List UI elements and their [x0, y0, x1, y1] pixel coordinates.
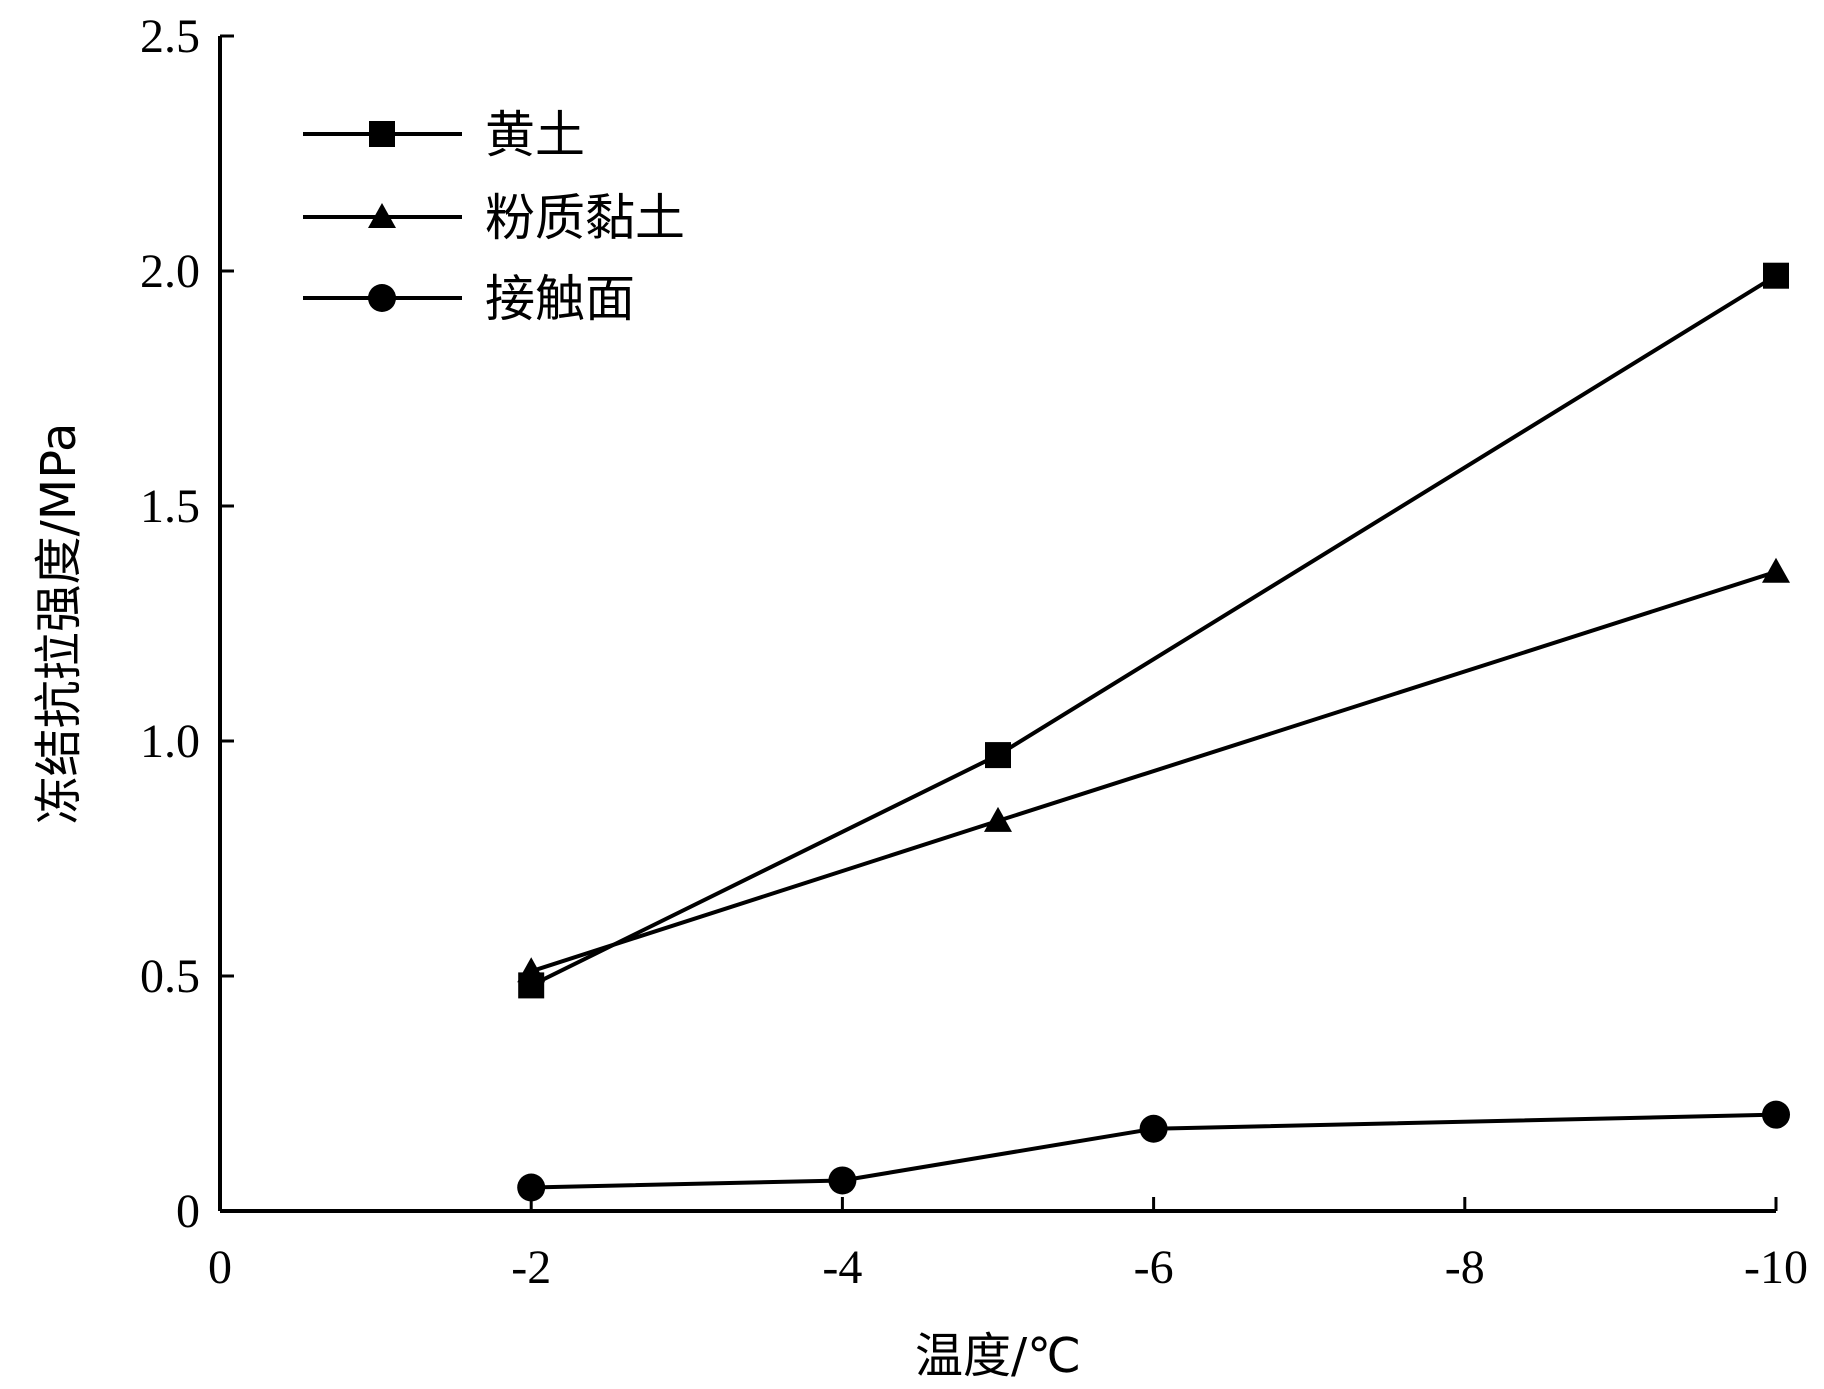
data-point-triangle [1762, 557, 1790, 583]
legend-marker-circle [368, 284, 396, 312]
series-layer [517, 262, 1790, 1202]
legend-marker-triangle [368, 203, 396, 228]
x-tick-label: -2 [511, 1241, 551, 1294]
data-point-circle [1762, 1100, 1790, 1129]
legend-label: 接触面 [485, 270, 635, 328]
y-tick-label: 2.5 [140, 10, 200, 63]
data-point-circle [517, 1173, 546, 1202]
legend-item: 接触面 [303, 270, 635, 328]
series-square [518, 262, 1789, 999]
x-tick-label: -4 [822, 1241, 862, 1294]
series-circle [517, 1100, 1790, 1202]
data-point-square [1763, 262, 1789, 289]
legend-item: 黄土 [303, 106, 585, 164]
legend-marker-square [369, 121, 395, 147]
legend-label: 黄土 [485, 106, 585, 164]
y-tick-label: 1.0 [140, 715, 200, 768]
axes: 0 -2 -4 -6 -8 -10 0 0.5 1.0 1.5 2.0 2.5 [140, 10, 1808, 1294]
data-point-square [985, 742, 1011, 769]
series-line [531, 1112, 1777, 1190]
data-point-triangle [984, 806, 1012, 832]
series-triangle [517, 557, 1790, 983]
data-point-triangle [517, 957, 546, 983]
y-tick-label: 0 [176, 1185, 200, 1238]
x-tick-label: -10 [1744, 1241, 1808, 1294]
x-axis-title: 温度/℃ [915, 1328, 1081, 1384]
y-axis-title: 冻结抗拉强度/MPa [31, 423, 87, 825]
x-tick-label: -6 [1134, 1241, 1174, 1294]
series-line [530, 569, 1777, 974]
x-tick-label: 0 [208, 1241, 232, 1294]
legend-item: 粉质黏土 [303, 189, 685, 247]
legend-label: 粉质黏土 [485, 189, 685, 247]
y-tick-label: 1.5 [140, 480, 200, 533]
y-tick-label: 0.5 [140, 950, 200, 1003]
data-point-circle [1139, 1114, 1168, 1143]
y-tick-label: 2.0 [140, 245, 200, 298]
data-point-circle [828, 1166, 857, 1195]
x-tick-label: -8 [1445, 1241, 1485, 1294]
